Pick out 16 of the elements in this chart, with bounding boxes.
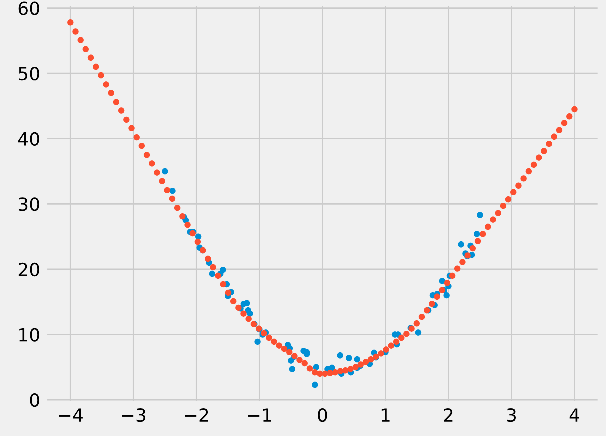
y-tick-label: 40 bbox=[18, 132, 40, 146]
x-tick-label: 2 bbox=[444, 408, 453, 422]
y-tick-label: 0 bbox=[30, 393, 40, 408]
y-tick-label: 30 bbox=[18, 198, 40, 212]
x-tick-label: −4 bbox=[59, 408, 83, 422]
y-tick-label: 60 bbox=[18, 2, 40, 16]
y-tick-label: 10 bbox=[20, 328, 40, 342]
x-tick-label: −1 bbox=[248, 408, 272, 422]
x-tick-label: 0 bbox=[318, 408, 328, 422]
x-tick-label: 4 bbox=[570, 408, 580, 422]
y-tick-label: 20 bbox=[18, 262, 40, 277]
x-tick-label: 3 bbox=[507, 408, 516, 422]
y-tick-label: 50 bbox=[19, 67, 40, 81]
x-tick-label: −3 bbox=[122, 408, 146, 422]
x-tick-label: −2 bbox=[185, 408, 208, 422]
x-tick-label: 1 bbox=[382, 408, 390, 422]
